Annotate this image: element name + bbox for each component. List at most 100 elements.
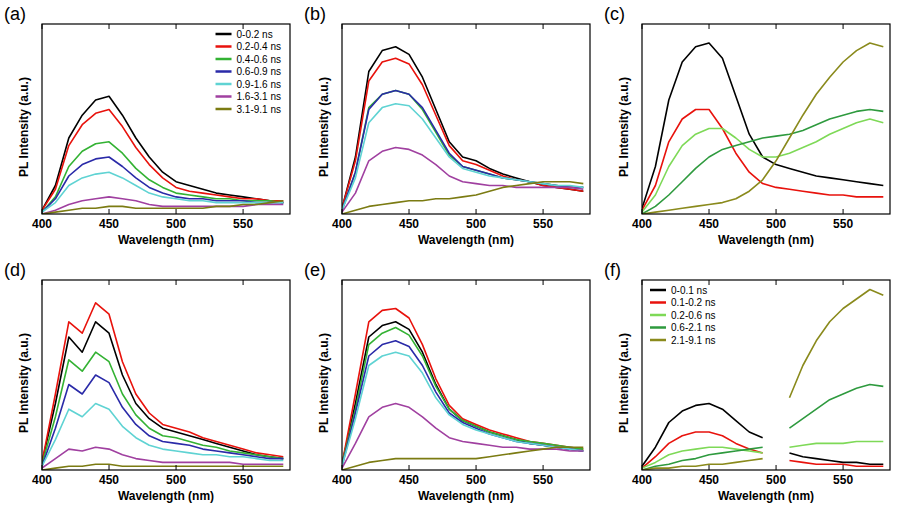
- plot-frame: [42, 280, 290, 470]
- legend-swatch: [216, 95, 232, 98]
- spectrum-line: [342, 91, 583, 211]
- series-group: [342, 309, 583, 471]
- spectrum-line: [42, 197, 283, 214]
- x-tick: [709, 209, 710, 214]
- spectrum-line: [42, 464, 283, 470]
- panel: 400450500550Wavelength (nm)PL Intensity …: [304, 260, 590, 503]
- y-axis-title: PL Intensity (a.u.): [17, 77, 31, 177]
- x-tick-label: 450: [399, 473, 419, 487]
- x-axis-title: Wavelength (nm): [718, 233, 814, 247]
- x-tick-top: [243, 280, 244, 285]
- legend-swatch: [216, 70, 232, 73]
- x-tick-top: [476, 280, 477, 285]
- spectrum-line: [42, 404, 283, 467]
- spectrum-line: [642, 404, 883, 467]
- legend-swatch: [650, 289, 666, 292]
- x-tick-label: 400: [332, 473, 352, 487]
- legend: 0-0.1 ns0.1-0.2 ns0.2-0.6 ns0.6-2.1 ns2.…: [650, 285, 715, 346]
- spectrum-line: [642, 385, 883, 471]
- x-tick-label: 400: [632, 217, 652, 231]
- x-tick-label: 550: [833, 217, 853, 231]
- x-tick-label: 400: [632, 473, 652, 487]
- y-axis-title: PL Intensity (a.u.): [617, 77, 631, 177]
- y-axis-title: PL Intensity (a.u.): [317, 77, 331, 177]
- x-tick: [642, 465, 643, 470]
- y-axis-title: PL Intensity (a.u.): [17, 333, 31, 433]
- background: [0, 0, 899, 511]
- spectrum-line: [642, 110, 883, 215]
- x-tick-top: [409, 280, 410, 285]
- spectrum-line: [642, 290, 883, 471]
- x-tick: [843, 465, 844, 470]
- x-tick: [342, 209, 343, 214]
- figure: 400 450 500 550 Wavelength (nm) PL Intensity …: [0, 0, 899, 511]
- spectrum-line: [42, 447, 283, 468]
- x-axis-title: Wavelength (nm): [418, 489, 514, 503]
- x-tick-top: [709, 280, 710, 285]
- x-axis-title: Wavelength (nm): [418, 233, 514, 247]
- panel: 400450500550Wavelength (nm)PL Intensity …: [604, 260, 890, 503]
- x-tick-label: 500: [766, 217, 786, 231]
- spectrum-line: [42, 352, 283, 464]
- legend-label: 0-0.2 ns: [237, 29, 273, 40]
- x-tick-top: [543, 280, 544, 285]
- x-tick: [543, 209, 544, 214]
- spectrum-line: [642, 442, 883, 469]
- legend-swatch: [650, 326, 666, 329]
- x-tick-top: [109, 280, 110, 285]
- x-tick-top: [409, 24, 410, 29]
- legend-label: 0.6-2.1 ns: [671, 322, 715, 333]
- x-tick-top: [476, 24, 477, 29]
- spectrum-line: [42, 201, 283, 214]
- x-tick-top: [642, 24, 643, 29]
- x-tick-top: [642, 280, 643, 285]
- legend-label: 0-0.1 ns: [671, 285, 707, 296]
- x-tick-label: 450: [99, 217, 119, 231]
- legend-label: 2.1-9.1 ns: [671, 335, 715, 346]
- x-tick-label: 500: [466, 217, 486, 231]
- x-tick-top: [342, 280, 343, 285]
- series-group: [42, 303, 283, 470]
- spectrum-line: [42, 110, 283, 211]
- series-group: [42, 96, 283, 214]
- x-tick: [843, 209, 844, 214]
- x-tick-label: 450: [399, 217, 419, 231]
- x-tick: [776, 465, 777, 470]
- spectrum-line: [342, 447, 583, 470]
- x-axis-title: Wavelength (nm): [118, 233, 214, 247]
- plot-frame: [342, 24, 590, 214]
- panel-letter: (b): [304, 4, 326, 24]
- x-tick-top: [42, 280, 43, 285]
- x-tick-label: 550: [833, 473, 853, 487]
- panel-letter: (a): [4, 4, 26, 24]
- x-tick: [243, 209, 244, 214]
- panel: 400450500550Wavelength (nm)PL Intensity …: [4, 260, 290, 503]
- spectrum-line: [342, 322, 583, 465]
- spectrum-line: [42, 375, 283, 466]
- x-tick-label: 550: [233, 473, 253, 487]
- panel-letter: (c): [604, 4, 625, 24]
- legend: 0-0.2 ns0.2-0.4 ns0.4-0.6 ns0.6-0.9 ns0.…: [216, 29, 281, 115]
- spectrum-line: [642, 43, 883, 214]
- x-tick-top: [176, 24, 177, 29]
- spectrum-line: [342, 148, 583, 213]
- x-tick-label: 450: [699, 473, 719, 487]
- x-tick: [642, 209, 643, 214]
- spectrum-line: [42, 303, 283, 463]
- x-tick-top: [543, 24, 544, 29]
- y-axis-title: PL Intensity (a.u.): [317, 333, 331, 433]
- spectrum-line: [342, 91, 583, 211]
- panel-letter: (d): [4, 260, 26, 280]
- spectrum-line: [342, 341, 583, 466]
- spectrum-line: [642, 119, 883, 212]
- legend-swatch: [216, 45, 232, 48]
- legend-swatch: [216, 108, 232, 111]
- x-tick-top: [776, 280, 777, 285]
- x-tick-label: 550: [533, 473, 553, 487]
- x-axis-title: Wavelength (nm): [118, 489, 214, 503]
- legend-swatch: [216, 58, 232, 61]
- legend-label: 0.4-0.6 ns: [237, 54, 281, 65]
- panel-letter: (f): [604, 260, 621, 280]
- x-tick: [42, 465, 43, 470]
- x-tick-top: [776, 24, 777, 29]
